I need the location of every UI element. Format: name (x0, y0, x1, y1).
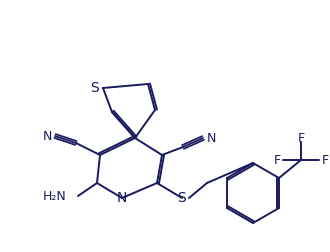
Text: N: N (42, 130, 52, 142)
Text: F: F (274, 153, 280, 167)
Text: N: N (117, 191, 127, 205)
Text: H₂N: H₂N (42, 190, 66, 203)
Text: S: S (178, 191, 186, 205)
Text: S: S (90, 81, 99, 95)
Text: N: N (206, 132, 216, 144)
Text: F: F (297, 132, 305, 144)
Text: F: F (321, 153, 329, 167)
